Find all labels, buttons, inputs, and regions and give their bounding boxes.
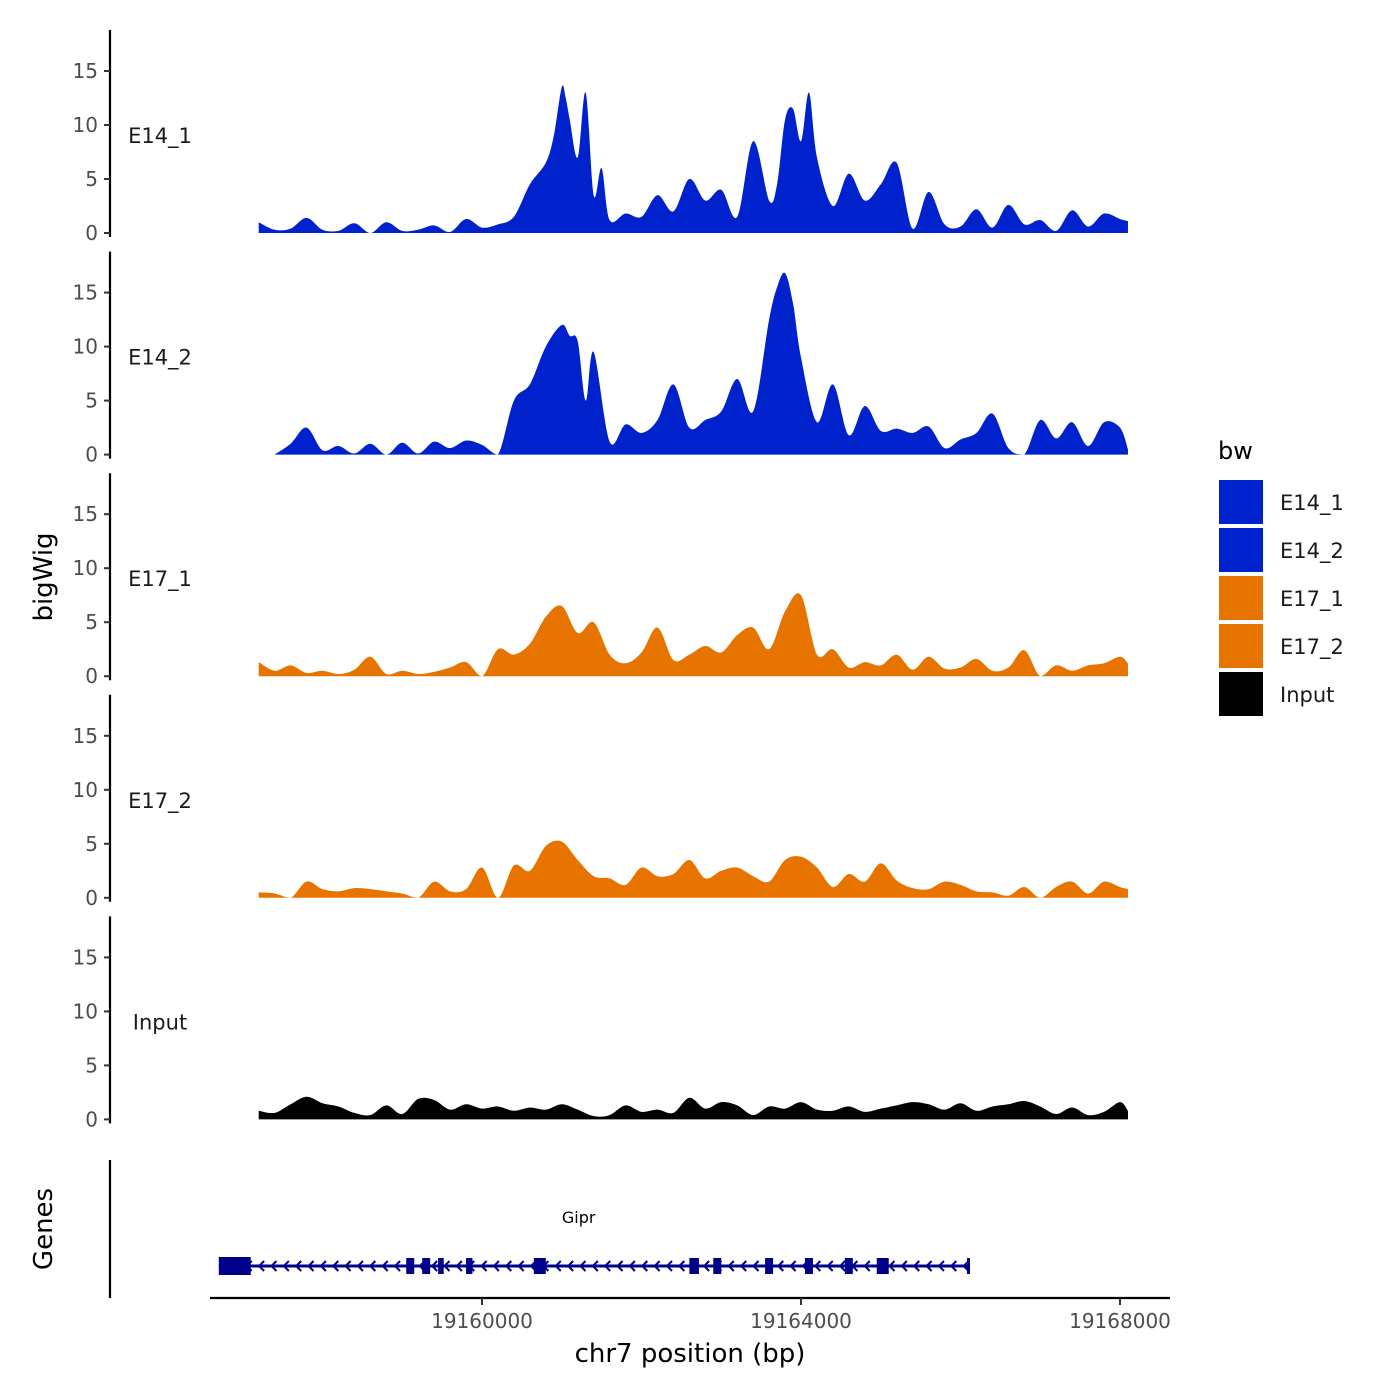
signal-area-input [259,1097,1128,1120]
y-tick-label: 5 [85,832,98,856]
x-axis: 19160000 19164000 19168000 [210,1298,1171,1333]
y-tick-label: 10 [73,778,98,802]
gene-panel: Gipr [110,1160,969,1298]
x-tick-label: 19160000 [431,1309,533,1333]
gene-exon [765,1258,773,1274]
y-tick-label: 5 [85,389,98,413]
gene-exon [877,1258,889,1274]
track-e17-2: 0 5 10 15 E17_2 [73,695,1128,910]
track-label: E14_2 [128,346,192,371]
legend-label-e17-2: E17_2 [1280,635,1344,660]
y-tick-label: 15 [73,724,98,748]
legend-title: bw [1218,437,1253,465]
signal-tracks: 0 5 10 15 E14_1 0 5 10 15 E14_2 0 5 10 15 E17_1 0 5 10 15 E… [73,30,1128,1131]
y-tick-label: 15 [73,502,98,526]
track-input: 0 5 10 15 Input [73,916,1128,1131]
track-label: E17_1 [128,567,192,592]
x-axis-title: chr7 position (bp) [575,1339,806,1369]
track-label: E17_2 [128,789,192,814]
y-tick-label: 0 [85,1107,98,1131]
legend-swatch-e14-2 [1219,528,1263,572]
y-tick-label: 15 [73,281,98,305]
genes-axis-title: Genes [29,1188,59,1270]
y-tick-label: 15 [73,945,98,969]
gene-exon [406,1258,414,1274]
legend: bw E14_1 E14_2 E17_1 E17_2 Input [1218,437,1344,716]
legend-swatch-e17-2 [1219,624,1263,668]
y-axis-title: bigWig [29,532,59,621]
y-tick-label: 0 [85,443,98,467]
y-tick-label: 5 [85,1053,98,1077]
track-e14-2: 0 5 10 15 E14_2 [73,252,1128,467]
x-tick-label: 19168000 [1069,1309,1171,1333]
legend-label-e14-2: E14_2 [1280,539,1344,564]
gene-exon [845,1258,853,1274]
y-tick-label: 10 [73,113,98,137]
y-tick-label: 10 [73,335,98,359]
signal-area-e17-2 [259,841,1128,898]
track-e17-1: 0 5 10 15 E17_1 [73,473,1128,688]
x-tick-label: 19164000 [750,1309,852,1333]
legend-swatch-e14-1 [1219,480,1263,524]
gene-exon [805,1258,813,1274]
y-tick-label: 0 [85,664,98,688]
legend-swatch-input [1219,672,1263,716]
y-tick-label: 5 [85,610,98,634]
gene-exon [689,1258,699,1274]
track-label: Input [133,1010,187,1034]
y-tick-label: 10 [73,999,98,1023]
gene-exon [466,1258,472,1274]
signal-area-e17-1 [259,593,1128,676]
y-tick-label: 0 [85,221,98,245]
y-tick-label: 0 [85,886,98,910]
genome-track-chart: 0 5 10 15 E14_1 0 5 10 15 E14_2 0 5 10 15 E17_1 0 5 10 15 E… [0,0,1400,1400]
gene-exon [438,1258,444,1274]
legend-label-input: Input [1280,683,1334,707]
gene-exon [422,1258,430,1274]
gene-exon [219,1257,251,1275]
gene-name-label: Gipr [562,1208,596,1227]
y-tick-label: 5 [85,167,98,191]
gene-exon [534,1258,546,1274]
track-e14-1: 0 5 10 15 E14_1 [73,30,1128,245]
gene-exon [713,1258,721,1274]
y-tick-label: 15 [73,59,98,83]
track-label: E14_1 [128,124,192,149]
y-tick-label: 10 [73,556,98,580]
legend-swatch-e17-1 [1219,576,1263,620]
legend-label-e17-1: E17_1 [1280,587,1344,612]
signal-area-e14-2 [275,273,1128,455]
signal-area-e14-1 [259,85,1128,233]
legend-label-e14-1: E14_1 [1280,491,1344,516]
